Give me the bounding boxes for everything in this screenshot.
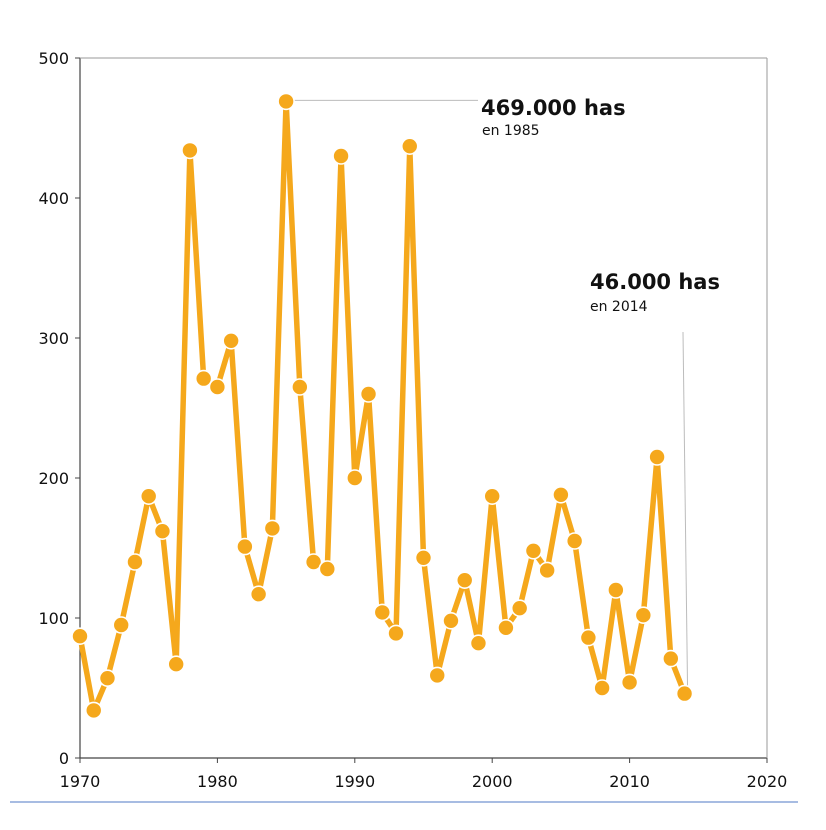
data-point — [167, 655, 185, 674]
x-tick-label: 1970 — [60, 772, 101, 791]
data-point — [98, 669, 117, 688]
data-point — [428, 666, 447, 685]
data-point — [524, 541, 543, 560]
data-points — [71, 92, 694, 720]
data-point — [442, 611, 460, 630]
data-point — [607, 581, 625, 599]
data-point — [400, 137, 419, 155]
y-tick-label: 0 — [59, 749, 69, 768]
data-point — [277, 92, 295, 111]
data-point — [373, 603, 392, 622]
data-point — [84, 701, 103, 720]
x-tick-label: 1990 — [334, 772, 375, 791]
x-tick-label: 2010 — [609, 772, 650, 791]
y-tick-label: 500 — [38, 49, 69, 68]
data-point — [634, 606, 653, 625]
data-point — [675, 684, 694, 703]
annotation-peak-title: 469.000 has — [481, 96, 626, 120]
data-point — [304, 553, 323, 571]
annotation-latest-subtitle: en 2014 — [590, 299, 648, 315]
data-point — [194, 369, 213, 388]
y-tick-label: 300 — [38, 329, 69, 348]
data-point — [648, 448, 666, 466]
data-point — [332, 147, 350, 165]
data-point — [71, 627, 89, 646]
data-point — [208, 378, 227, 396]
data-point — [153, 522, 172, 541]
data-point — [126, 553, 144, 571]
data-point — [359, 385, 378, 403]
tick-labels: 0 100 200 300 400 500 1970 1980 1990 2000 2010 2020 — [38, 49, 787, 791]
y-tick-label: 200 — [38, 469, 69, 488]
data-point — [263, 519, 282, 538]
data-point — [497, 618, 515, 637]
annotation-latest-title: 46.000 has — [590, 270, 720, 294]
data-point — [414, 548, 433, 567]
annotation-leaders — [294, 99, 689, 690]
x-tick-label: 2020 — [747, 772, 788, 791]
data-point — [579, 628, 598, 647]
y-tick-label: 100 — [38, 609, 69, 628]
data-point — [662, 649, 680, 668]
data-point — [565, 532, 584, 550]
data-point — [139, 487, 158, 506]
data-point — [510, 599, 529, 618]
x-tick-label: 2000 — [472, 772, 513, 791]
data-point — [222, 331, 240, 350]
data-point — [455, 571, 474, 590]
data-point — [318, 560, 337, 578]
data-point — [593, 679, 611, 697]
data-point — [345, 469, 364, 487]
annotation-latest-leader — [682, 331, 689, 690]
annotations: 469.000 has en 1985 46.000 has en 2014 — [481, 96, 720, 315]
data-point — [538, 561, 556, 580]
data-point — [483, 487, 502, 506]
data-point — [291, 378, 309, 396]
data-point — [236, 537, 254, 556]
data-point — [181, 141, 199, 160]
y-tick-label: 400 — [38, 189, 69, 208]
data-point — [469, 634, 488, 653]
annotation-peak-subtitle: en 1985 — [482, 123, 540, 139]
x-tick-label: 1980 — [197, 772, 238, 791]
data-point — [112, 616, 131, 634]
data-point — [387, 624, 405, 643]
data-point — [249, 585, 268, 604]
data-point — [620, 673, 639, 692]
data-point — [552, 485, 570, 504]
